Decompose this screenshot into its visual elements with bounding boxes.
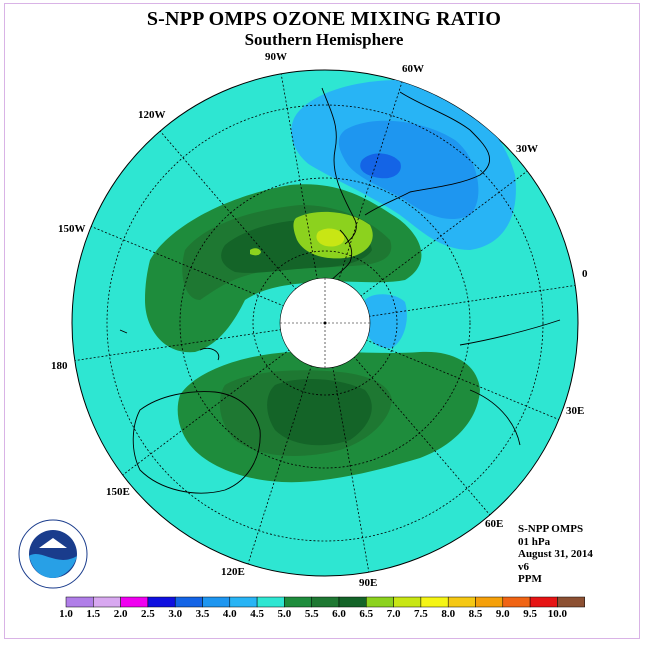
contour-7.0-upper [316,228,345,247]
colorbar-swatch [311,596,340,608]
colorbar-swatch [420,596,449,608]
colorbar-tick-label: 9.0 [495,608,510,620]
colorbar-tick-label: 5.5 [304,608,319,620]
map-title: S-NPP OMPS OZONE MIXING RATIO [146,8,502,30]
colorbar-tick-label: 4.0 [222,608,237,620]
colorbar-swatch [529,596,558,608]
south-america-coast [321,87,491,245]
noaa-logo [18,519,88,589]
colorbar-swatch [557,596,585,608]
graticule [72,72,578,574]
colorbar-swatch [447,596,476,608]
colorbar-tick-label: 7.0 [386,608,401,620]
colorbar-swatch [502,596,531,608]
colorbar-swatch [93,596,121,608]
label-180: 180 [51,360,68,372]
colorbar-swatch [393,596,422,608]
colorbar-tick-label: 8.5 [468,608,483,620]
label-150w: 150W [58,223,86,235]
map-subtitle: Southern Hemisphere [244,30,404,49]
info-block: S-NPP OMPS 01 hPa August 31, 2014 v6 PPM [518,523,593,586]
colorbar-swatch [338,596,367,608]
label-150e: 150E [106,486,130,498]
contour-3.5 [338,120,479,220]
colorbar-tick-label: 6.5 [359,608,374,620]
colorbar-swatch [229,596,258,608]
label-90w: 90W [265,51,287,63]
contour-6.5-dot [250,248,261,256]
colorbar-tick-label: 2.5 [141,608,155,620]
colorbar-tick-label: 5.0 [277,608,292,620]
label-0: 0 [582,268,588,280]
contour-6.0-lower [267,378,372,446]
label-120e: 120E [221,566,245,578]
colorbar-swatch [475,596,504,608]
contour-4.0-east [365,294,407,349]
colorbar-tick-label: 10.0 [547,608,568,620]
info-instrument: S-NPP OMPS [518,523,584,535]
colorbar-tick-label: 1.0 [59,608,73,620]
nz-coast [119,329,220,361]
colorbar-tick-label: 7.5 [414,608,428,620]
coastlines [119,87,561,494]
africa-coast [459,319,561,446]
label-30w: 30W [516,143,538,155]
info-units: PPM [518,573,542,585]
colorbar-swatch [174,596,203,608]
colorbar-tick-label: 9.5 [523,608,537,620]
label-60w: 60W [402,63,424,75]
colorbar-tick-label: 2.0 [113,608,128,620]
colorbar-tick-label: 4.5 [250,608,264,620]
colorbar-tick-label: 3.5 [195,608,210,620]
colorbar-swatch [366,596,394,608]
info-version: v6 [518,560,529,573]
colorbar-swatch [256,596,285,608]
label-90e: 90E [359,577,378,589]
info-level: 01 hPa [518,535,551,548]
colorbar-tick-label: 8.0 [441,608,456,620]
colorbar [65,596,585,608]
colorbar-swatch [120,596,149,608]
label-120w: 120W [138,109,166,121]
antarctic-peninsula [329,229,353,283]
colorbar-tick-label: 3.0 [168,608,183,620]
colorbar-swatch [147,596,176,608]
colorbar-swatch [284,596,312,608]
colorbar-swatch [65,596,94,608]
contour-3.0 [360,153,401,179]
label-30e: 30E [566,405,585,417]
info-date: August 31, 2014 [518,548,593,560]
colorbar-tick-label: 6.0 [332,608,346,620]
label-60e: 60E [485,518,504,530]
colorbar-swatch [202,596,231,608]
australia-coast [132,391,261,494]
colorbar-tick-label: 1.5 [86,608,101,620]
image-frame [4,3,640,639]
